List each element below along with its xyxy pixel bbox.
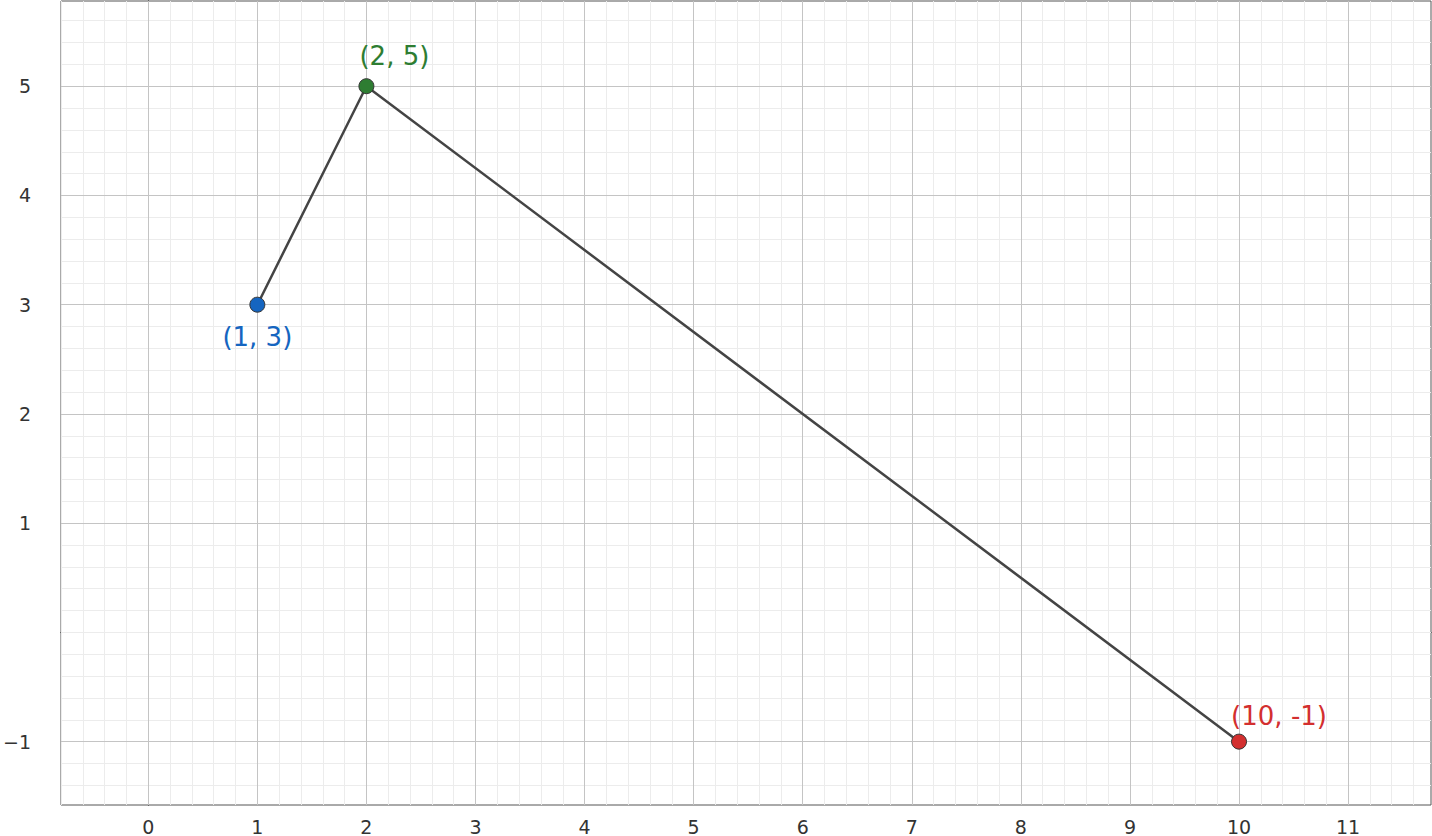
svg-text:3: 3	[469, 816, 481, 836]
svg-text:(1, 3): (1, 3)	[222, 322, 292, 352]
svg-text:−1: −1	[3, 731, 31, 753]
svg-text:9: 9	[1124, 816, 1136, 836]
svg-text:4: 4	[19, 184, 31, 206]
svg-text:5: 5	[688, 816, 700, 836]
svg-text:0: 0	[142, 816, 154, 836]
svg-text:11: 11	[1336, 816, 1360, 836]
svg-text:1: 1	[251, 816, 263, 836]
svg-text:10: 10	[1227, 816, 1251, 836]
svg-text:3: 3	[19, 294, 31, 316]
svg-text:(10, -1): (10, -1)	[1231, 701, 1327, 731]
svg-text:8: 8	[1015, 816, 1027, 836]
svg-text:4: 4	[579, 816, 591, 836]
svg-text:7: 7	[906, 816, 918, 836]
svg-text:5: 5	[19, 75, 31, 97]
svg-text:6: 6	[797, 816, 809, 836]
svg-text:1: 1	[19, 512, 31, 534]
svg-text:2: 2	[360, 816, 372, 836]
svg-text:2: 2	[19, 403, 31, 425]
svg-text:(2, 5): (2, 5)	[359, 41, 429, 71]
